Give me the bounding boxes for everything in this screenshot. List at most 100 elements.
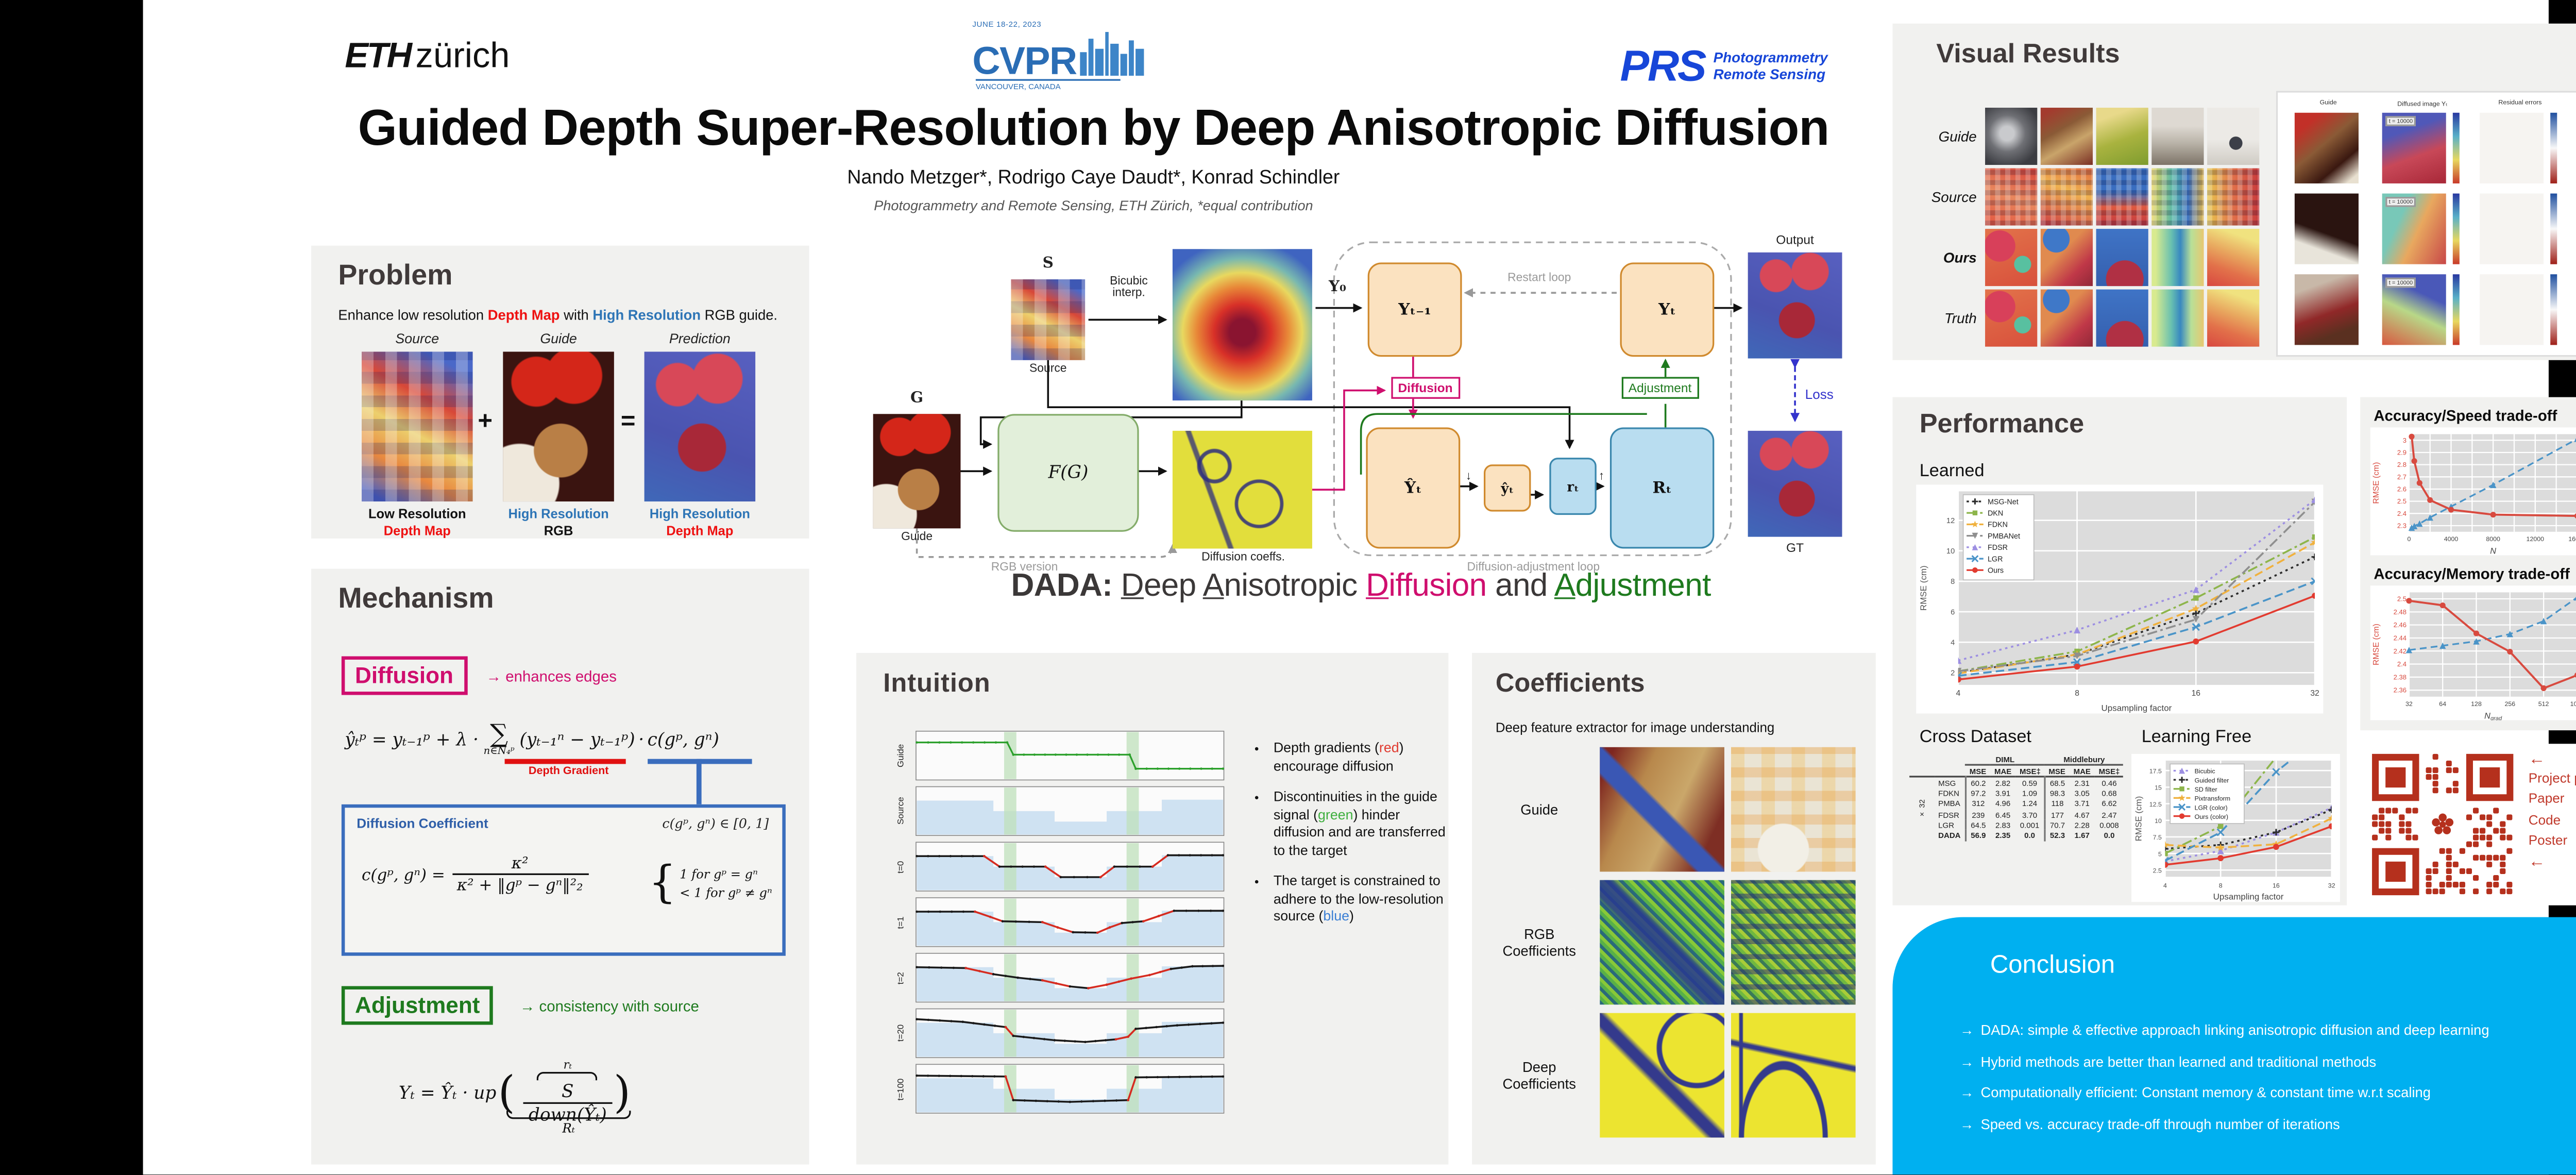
visual-results-row: Source [1909,168,2263,226]
gt-label: GT [1786,540,1804,556]
svg-text:2.4: 2.4 [2397,660,2406,668]
svg-text:FDSR: FDSR [1988,544,2008,552]
qr-link-project-page: Project page [2528,770,2576,786]
svg-text:5: 5 [2158,850,2162,858]
svg-text:2.9: 2.9 [2397,449,2406,457]
intuition-bullets: Depth gradients (red) encourage diffusio… [1257,741,1448,940]
intuition-bullet-2: Discontinuities in the guide signal (gre… [1274,789,1449,860]
svg-text:Pixtransform: Pixtransform [2195,795,2231,802]
conclusion-bullet: → Computationally efficient: Constant mem… [1960,1084,2431,1101]
diffusion-coeffs-image [1172,430,1312,549]
cvpr-skyline-icon [1080,32,1144,76]
intuition-row: t=20 [896,1008,1225,1059]
svg-text:10: 10 [2155,817,2162,825]
memory-tradeoff-chart: 2.36 2.38 2.4 2.42 2.44 2.46 2.48 2.5 32 64 128 256… [2370,585,2576,720]
guide-label: Guide [540,331,577,347]
qr-links: ←Project pagePaperCodePoster← [2529,750,2576,871]
intuition-row: t=100 [896,1064,1225,1114]
bicubic-label: Bicubic interp. [1110,276,1148,300]
cvpr-name: CVPR [972,39,1077,83]
coefficients-heading: Coefficients [1495,669,1645,699]
cvpr-logo: JUNE 18-22, 2023 CVPR VANCOUVER, CANADA [972,20,1208,91]
diagram-source-image [1011,279,1086,360]
problem-panel: Problem Enhance low resolution Depth Map… [311,245,809,539]
depth-gradient-underline [504,759,626,764]
coefficient-image [1731,1013,1856,1138]
svg-text:8000: 8000 [2486,535,2500,543]
coefficient-image [1600,747,1724,872]
diffusion-coeffs-label: Diffusion coeffs. [1201,552,1285,564]
qr-pointer-arrow: ← [2528,852,2546,871]
guide-caption: High Resolution RGB [508,506,609,538]
result-image [2096,168,2148,226]
detail-image [2294,112,2359,183]
eth-logo: ETH zürich [345,37,510,77]
coefficients-rows: Guide RGB Coefficients Deep Coefficients [1485,747,1856,1146]
svg-text:3: 3 [2403,437,2406,444]
svg-text:Bicubic: Bicubic [2195,768,2215,775]
intuition-bullet-1: Depth gradients (red) encourage diffusio… [1274,741,1449,776]
source-depth-image [362,351,473,502]
performance-heading: Performance [1919,410,2084,440]
svg-text:32: 32 [2310,689,2319,698]
y0-label: Y₀ [1328,279,1346,296]
mechanism-heading: Mechanism [338,582,494,614]
conclusion-bullets: → DADA: simple & effective approach linki… [1960,1021,2576,1147]
svg-text:LGR (color): LGR (color) [2195,804,2228,811]
learned-subheading: Learned [1919,461,1985,481]
cvpr-location: VANCOUVER, CANADA [975,79,1121,91]
cross-dataset-table-wrap: DIML Middlebury MSE MAE MSE‡ MSE MAE MSE‡ × 32 MS… [1909,753,2124,841]
svg-text:N: N [2490,546,2496,555]
svg-text:RMSE (cm): RMSE (cm) [2372,624,2381,665]
svg-text:2.48: 2.48 [2394,608,2406,616]
authors: Nando Metzger*, Rodrigo Caye Daudt*, Kon… [847,168,1340,189]
svg-text:Ours: Ours [1988,567,2004,575]
svg-text:2.5: 2.5 [2397,595,2406,603]
prs-line1: Photogrammetry [1713,48,1828,65]
svg-text:RMSE (cm): RMSE (cm) [2134,796,2144,842]
svg-text:2.46: 2.46 [2394,621,2406,629]
svg-text:4: 4 [1951,639,1955,647]
coefficient-connector-stem [696,759,701,804]
colorbar [2452,193,2460,264]
svg-text:DKN: DKN [1988,509,2003,517]
svg-text:2.4: 2.4 [2397,510,2406,517]
mechanism-panel: Mechanism Diffusion → enhances edges ŷₜᵖ… [311,568,809,1165]
visual-results-detail-card: Guide Diffused image Yₜ Residual errors t =… [2276,91,2576,357]
learned-chart: 2 4 6 8 10 12 4 8 16 32 RMSE (cm) Upsampling factor… [1916,484,2324,714]
coefficient-cases: { 1 for gᵖ = gⁿ < 1 for gᵖ ≠ gⁿ [648,858,772,909]
s-label: S [1042,256,1054,273]
svg-text:2.36: 2.36 [2394,686,2406,694]
poster: ETH zürich JUNE 18-22, 2023 CVPR VANCOUVE… [143,0,2576,1175]
prs-line2: Remote Sensing [1713,64,1826,82]
node-rt: rₜ [1549,458,1597,515]
detail-image [2294,193,2359,264]
svg-text:16: 16 [2273,882,2280,889]
adjustment-note: → consistency with source [519,998,699,1015]
adjustment-tag: Adjustment [341,986,494,1025]
svg-text:10: 10 [1946,547,1955,556]
plus-sign: + [478,407,493,436]
depth-gradient-label: Depth Gradient [528,765,609,778]
svg-text:2.44: 2.44 [2394,634,2406,642]
performance-panel: Performance Learned 2 4 6 8 10 12 4 8 16 32 RMSE (… [1892,397,2347,905]
svg-text:Ours (color): Ours (color) [2195,813,2228,820]
bicubic-image [1172,249,1312,401]
intuition-row: Source [896,786,1225,836]
eth-logo-light: zürich [415,37,510,76]
conclusion-heading: Conclusion [1990,950,2115,980]
svg-text:8: 8 [2075,689,2079,698]
svg-text:8: 8 [2219,882,2223,889]
result-image [2096,229,2148,287]
coefficient-image [1731,747,1856,872]
visual-results-row: Ours [1909,229,2263,287]
detail-image: t = 10000 [2382,274,2446,345]
diffusion-tag: Diffusion [341,656,467,695]
result-image [2096,107,2148,165]
intuition-heading: Intuition [883,669,991,699]
svg-text:4000: 4000 [2444,535,2459,543]
learning-free-subheading: Learning Free [2141,727,2252,747]
source-label: Source [395,331,439,347]
svg-text:4: 4 [1956,689,1960,698]
